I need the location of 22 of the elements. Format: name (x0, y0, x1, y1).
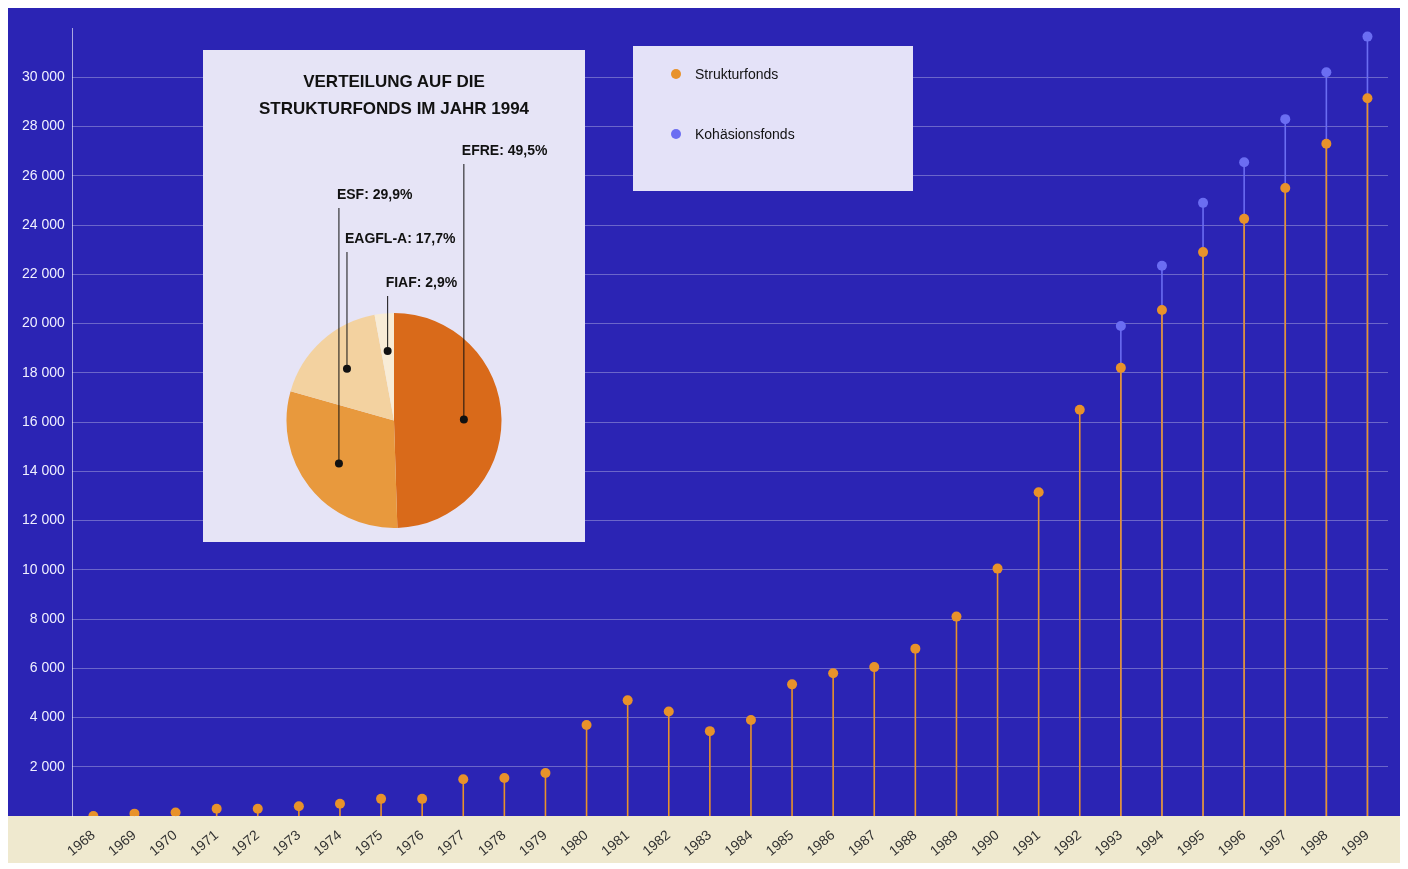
chart-title: VERTEILUNG AUF DIE STRUKTURFONDS IM JAHR 1994 (257, 71, 531, 120)
y-tick-label: 30 000 (21, 68, 66, 85)
y-tick-label: 12 000 (21, 511, 66, 528)
y-tick-label: 26 000 (21, 166, 66, 183)
slice-label: EFRE: 49,5% (461, 141, 548, 158)
y-tick-label: 22 000 (21, 265, 66, 282)
legend-label: Kohäsionsfonds (695, 126, 795, 142)
y-tick-label: 24 000 (21, 215, 66, 232)
y-tick-label: 28 000 (21, 117, 66, 134)
y-tick-label: 20 000 (21, 314, 66, 331)
y-tick-label: 6 000 (29, 659, 66, 676)
y-tick-label: 4 000 (29, 708, 66, 725)
y-tick-label: 8 000 (29, 609, 66, 626)
slice-label: EAGFL-A: 17,7% (344, 229, 456, 246)
y-tick-label: 10 000 (21, 560, 66, 577)
legend-label: Strukturfonds (695, 66, 779, 82)
y-tick-label: 14 000 (21, 462, 66, 479)
y-tick-label: 16 000 (21, 412, 66, 429)
y-tick-label: 2 000 (29, 757, 66, 774)
y-tick-label: 18 000 (21, 363, 66, 380)
slice-label: ESF: 29,9% (336, 185, 413, 202)
slice-label: FIAF: 2,9% (385, 273, 458, 290)
